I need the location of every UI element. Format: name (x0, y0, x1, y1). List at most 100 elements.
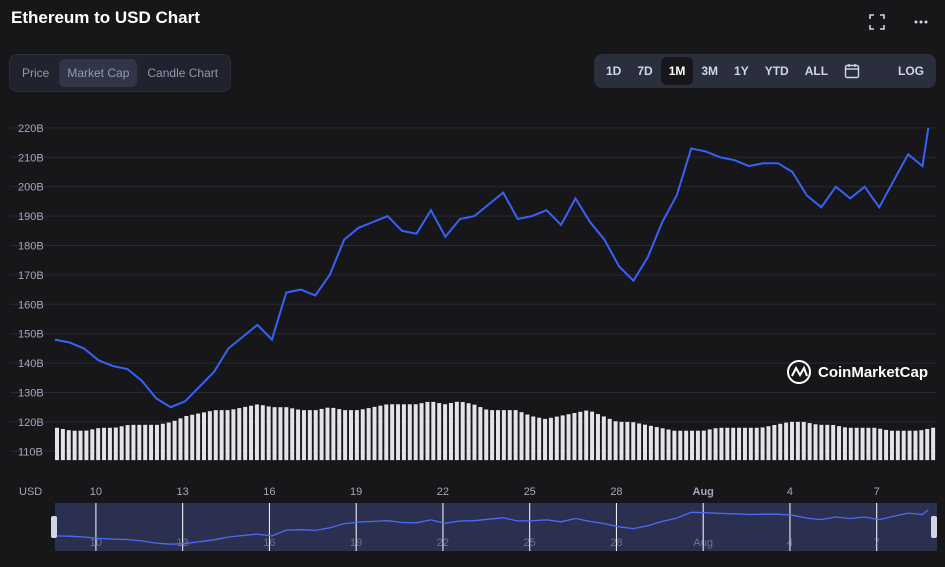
range-log[interactable]: LOG (898, 64, 924, 78)
fullscreen-icon[interactable] (867, 12, 887, 32)
volume-bar (448, 402, 453, 461)
volume-bar (66, 430, 71, 461)
volume-bar (842, 427, 847, 461)
more-icon[interactable] (911, 12, 931, 32)
navigator-tick-label: 10 (90, 537, 102, 549)
volume-bar (284, 407, 289, 461)
volume-bar (313, 410, 318, 461)
volume-bar (354, 410, 359, 461)
y-tick-label: 110B (18, 446, 43, 458)
navigator-line (54, 509, 929, 545)
volume-bar (854, 427, 859, 461)
range-1d[interactable]: 1D (606, 64, 622, 78)
range-3m[interactable]: 3M (701, 64, 719, 78)
volume-bar (325, 407, 330, 461)
volume-bar (301, 410, 306, 461)
volume-bar (219, 410, 224, 461)
volume-bar (525, 414, 530, 461)
volume-bar (825, 424, 830, 461)
coinmarketcap-icon (787, 360, 811, 384)
y-tick-label: 120B (18, 417, 44, 429)
volume-bar (848, 427, 853, 461)
volume-bar (925, 428, 930, 461)
navigator-handle-right[interactable] (931, 516, 937, 538)
volume-bar (154, 424, 159, 461)
volume-bar (190, 414, 195, 461)
volume-bar (407, 404, 412, 461)
volume-bar (660, 428, 665, 461)
x-tick-label: 19 (350, 486, 362, 498)
volume-bar (643, 424, 647, 461)
range-1m[interactable]: 1M (660, 57, 694, 85)
x-tick-label: 10 (90, 486, 102, 498)
x-tick-label: 13 (177, 486, 189, 498)
navigator-tick-label: 28 (610, 537, 622, 549)
navigator-tick-label: 25 (524, 537, 536, 549)
volume-bar (601, 416, 606, 461)
range-all[interactable]: ALL (804, 64, 829, 78)
volume-bar (202, 412, 206, 461)
y-tick-label: 160B (18, 299, 44, 311)
volume-bar (331, 407, 336, 461)
volume-bar (754, 427, 759, 461)
tab-candle-chart[interactable]: Candle Chart (147, 66, 219, 80)
volume-bar (278, 407, 283, 461)
volume-bar (507, 410, 512, 461)
volume-bar (125, 425, 130, 461)
volume-bar (55, 427, 59, 461)
volume-bar (178, 418, 183, 461)
volume-bar (519, 412, 524, 461)
volume-bar (613, 421, 618, 461)
x-tick-label: 22 (437, 486, 449, 498)
volume-bar (913, 430, 918, 461)
volume-bar (160, 423, 165, 461)
volume-bar (884, 429, 889, 461)
volume-bar (137, 424, 142, 461)
volume-bar (431, 401, 436, 461)
volume-bar (207, 411, 212, 461)
volume-bar (725, 427, 730, 461)
volume-bar (84, 430, 89, 461)
volume-bar (260, 405, 265, 461)
range-ytd[interactable]: YTD (764, 64, 789, 78)
volume-bar (290, 408, 295, 461)
volume-bar (931, 427, 936, 461)
watermark-logo: CoinMarketCap (787, 360, 928, 384)
volume-bar (490, 410, 495, 461)
calendar-icon[interactable] (836, 57, 868, 85)
volume-bar (666, 429, 671, 461)
tab-market-cap[interactable]: Market Cap (59, 59, 138, 87)
y-tick-label: 180B (18, 240, 44, 252)
volume-bar (554, 416, 559, 461)
volume-bar (166, 422, 171, 461)
volume-bar (196, 413, 201, 461)
volume-bar (578, 411, 583, 461)
navigator[interactable]: 10 13 16 19 22 25 28 Aug 4 7 (51, 503, 937, 551)
volume-bar (113, 427, 118, 461)
volume-bar (90, 429, 95, 461)
volume-bar (895, 430, 900, 461)
volume-bar (648, 425, 653, 461)
range-1y[interactable]: 1Y (734, 64, 749, 78)
volume-bar (813, 424, 818, 461)
navigator-tick-label: 22 (437, 537, 449, 549)
volume-bar (401, 404, 406, 461)
volume-bar (131, 424, 136, 461)
volume-bar (360, 409, 365, 461)
volume-bar (607, 418, 612, 461)
volume-bar (566, 414, 571, 461)
navigator-handle-left[interactable] (51, 516, 57, 538)
volume-bar (807, 423, 812, 461)
volume-bar (778, 423, 783, 461)
range-7d[interactable]: 7D (637, 64, 653, 78)
volume-bar (307, 410, 312, 461)
volume-bars (55, 401, 936, 461)
page-title: Ethereum to USD Chart (11, 8, 200, 27)
volume-bar (760, 427, 765, 461)
volume-bar (319, 408, 324, 461)
volume-bar (443, 404, 448, 461)
volume-bar (366, 408, 371, 461)
volume-bar (454, 401, 459, 461)
tab-price[interactable]: Price (22, 66, 50, 80)
market-cap-chart[interactable]: 110B 120B 130B 140B 150B 160B 170B 180B 190B 200B… (0, 100, 945, 560)
